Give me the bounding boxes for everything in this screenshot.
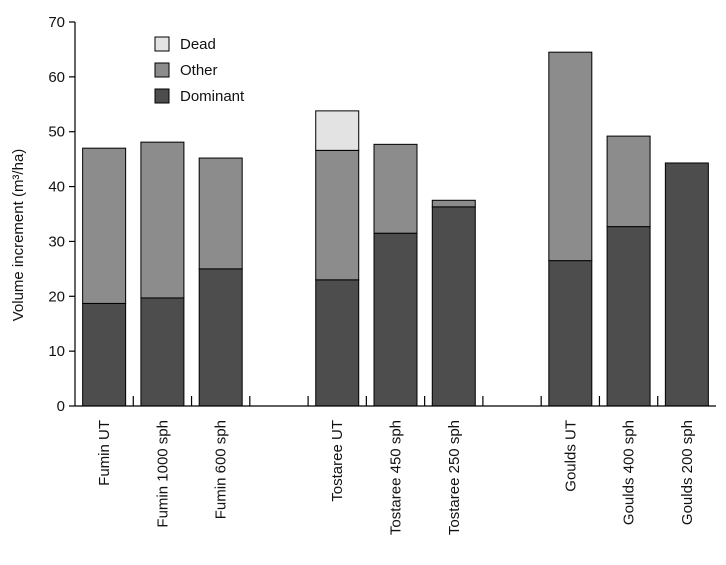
category-label: Tostaree 450 sph — [388, 420, 405, 535]
legend-swatch-dominant — [154, 88, 170, 104]
category-label: Tostaree 250 sph — [446, 420, 463, 535]
category-labels: Fumin UT Fumin 1000 sph Fumin 600 sph Tosta… — [96, 420, 696, 535]
legend: Dead Other Dominant — [154, 36, 245, 105]
legend-label-dominant: Dominant — [180, 88, 245, 105]
category-label: Goulds 400 sph — [621, 420, 638, 525]
y-tick-label: 30 — [48, 233, 65, 250]
x-ticks — [132, 396, 659, 406]
y-tick-label: 60 — [48, 69, 65, 86]
legend-swatch-other — [154, 62, 170, 78]
legend-swatch-dead — [154, 36, 170, 52]
bar-dominant-goulds-400-sph — [606, 226, 651, 407]
y-tick-label: 70 — [48, 14, 65, 31]
bar-dominant-fumin-1000-sph — [140, 297, 185, 407]
category-label: Fumin 600 sph — [213, 420, 230, 519]
legend-label-other: Other — [180, 62, 218, 79]
y-tick-label: 0 — [57, 398, 65, 415]
axes-layer — [74, 22, 716, 407]
bar-other-goulds-400-sph — [606, 135, 651, 228]
bar-dominant-tostaree-250-sph — [431, 206, 476, 407]
bar-dominant-tostaree-ut — [315, 279, 360, 407]
bar-other-fumin-600-sph — [198, 157, 243, 270]
y-tick-label: 50 — [48, 124, 65, 141]
category-label: Fumin 1000 sph — [154, 420, 171, 528]
y-tick-label: 40 — [48, 179, 65, 196]
y-tick-label: 10 — [48, 343, 65, 360]
bar-other-tostaree-450-sph — [373, 143, 418, 234]
bar-other-fumin-ut — [82, 147, 127, 304]
bar-dominant-goulds-200-sph — [664, 162, 709, 407]
bar-other-tostaree-250-sph — [431, 199, 476, 208]
y-ticks: 0 10 20 30 40 50 60 70 — [48, 14, 75, 415]
legend-label-dead: Dead — [180, 36, 216, 53]
bar-other-fumin-1000-sph — [140, 141, 185, 299]
category-label: Goulds UT — [562, 420, 579, 492]
bar-other-goulds-ut — [548, 51, 593, 262]
category-label: Tostaree UT — [329, 420, 346, 502]
category-label: Goulds 200 sph — [679, 420, 696, 525]
bar-other-tostaree-ut — [315, 149, 360, 281]
y-axis-title: Volume increment (m³/ha) — [10, 149, 27, 322]
bar-dead-tostaree-ut — [315, 110, 360, 151]
bars-layer — [82, 51, 709, 407]
bar-dominant-fumin-ut — [82, 302, 127, 407]
y-tick-label: 20 — [48, 288, 65, 305]
category-label: Fumin UT — [96, 420, 113, 486]
bar-dominant-goulds-ut — [548, 260, 593, 407]
bar-dominant-tostaree-450-sph — [373, 232, 418, 407]
bar-dominant-fumin-600-sph — [198, 268, 243, 407]
